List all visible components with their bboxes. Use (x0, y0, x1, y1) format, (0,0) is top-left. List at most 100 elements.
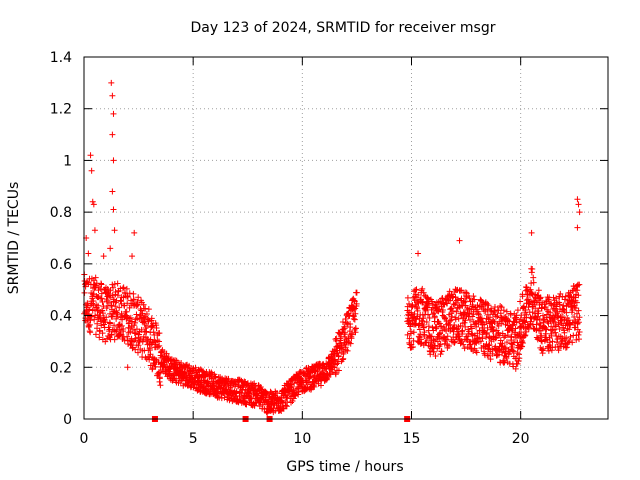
data-point (462, 323, 469, 330)
data-point (557, 317, 564, 324)
data-point (429, 298, 436, 305)
data-point (426, 315, 433, 322)
data-point (445, 342, 452, 349)
data-point (417, 336, 424, 343)
data-point (110, 206, 117, 213)
data-point (118, 322, 125, 329)
data-point (516, 355, 523, 362)
data-point (118, 310, 125, 317)
data-point (91, 316, 98, 323)
data-point (421, 329, 428, 336)
data-point (522, 332, 529, 339)
data-point (112, 303, 119, 310)
data-point (511, 339, 518, 346)
data-point (500, 359, 507, 366)
data-point (225, 375, 232, 382)
data-point (538, 346, 545, 353)
data-point (449, 307, 456, 314)
data-point (550, 302, 557, 309)
x-tick-label: 10 (293, 431, 311, 447)
data-point (502, 332, 509, 339)
data-point (95, 302, 102, 309)
data-point (87, 329, 94, 336)
data-point (334, 349, 341, 356)
data-point (151, 337, 158, 344)
data-point (566, 320, 573, 327)
data-point (448, 317, 455, 324)
data-point (107, 320, 114, 327)
data-point (292, 392, 299, 399)
data-point (508, 334, 515, 341)
data-point (420, 324, 427, 331)
data-point (553, 339, 560, 346)
data-point (129, 253, 136, 260)
data-point (163, 350, 170, 357)
data-point (351, 306, 358, 313)
data-point (116, 304, 123, 311)
data-point (90, 201, 97, 208)
data-point (554, 336, 561, 343)
data-point (99, 298, 106, 305)
data-point (142, 305, 149, 312)
data-point (575, 319, 582, 326)
data-point (459, 327, 466, 334)
data-point (107, 287, 114, 294)
data-point (507, 311, 514, 318)
data-point (331, 364, 338, 371)
data-point (208, 369, 215, 376)
data-point (436, 320, 443, 327)
data-point (132, 330, 139, 337)
data-point (468, 325, 475, 332)
data-point (479, 324, 486, 331)
y-axis-label: SRMTID / TECUs (6, 182, 22, 295)
data-point (154, 344, 161, 351)
data-point (491, 304, 498, 311)
y-tick-label: 1.2 (50, 102, 72, 118)
data-point (98, 290, 105, 297)
data-point (86, 321, 93, 328)
data-point (291, 380, 298, 387)
data-point (139, 310, 146, 317)
data-point (114, 311, 121, 318)
y-tick-label: 0 (63, 412, 72, 428)
data-point (553, 308, 560, 315)
data-point (86, 306, 93, 313)
data-point (489, 328, 496, 335)
data-point (84, 318, 91, 325)
data-point (288, 399, 295, 406)
data-point (124, 333, 131, 340)
data-point (404, 331, 411, 338)
data-point (415, 250, 422, 257)
data-point (537, 322, 544, 329)
data-point (461, 319, 468, 326)
data-point (111, 336, 118, 343)
data-point (503, 355, 510, 362)
data-point (576, 314, 583, 321)
data-point (470, 311, 477, 318)
data-point (145, 316, 152, 323)
data-point (485, 352, 492, 359)
data-point (99, 330, 106, 337)
data-point (108, 79, 115, 86)
data-point (328, 363, 335, 370)
x-axis-label: GPS time / hours (286, 459, 403, 475)
data-point (331, 357, 338, 364)
data-point (561, 336, 568, 343)
data-point (461, 299, 468, 306)
data-point (414, 307, 421, 314)
data-point (406, 300, 413, 307)
data-point (91, 227, 98, 234)
data-point (339, 345, 346, 352)
data-point (446, 322, 453, 329)
data-point (342, 315, 349, 322)
data-point (114, 280, 121, 287)
data-point (456, 237, 463, 244)
data-point (126, 304, 133, 311)
data-point (431, 310, 438, 317)
x-tick-label: 20 (512, 431, 530, 447)
data-point (551, 315, 558, 322)
data-point (573, 310, 580, 317)
data-point (123, 308, 130, 315)
data-point (500, 307, 507, 314)
